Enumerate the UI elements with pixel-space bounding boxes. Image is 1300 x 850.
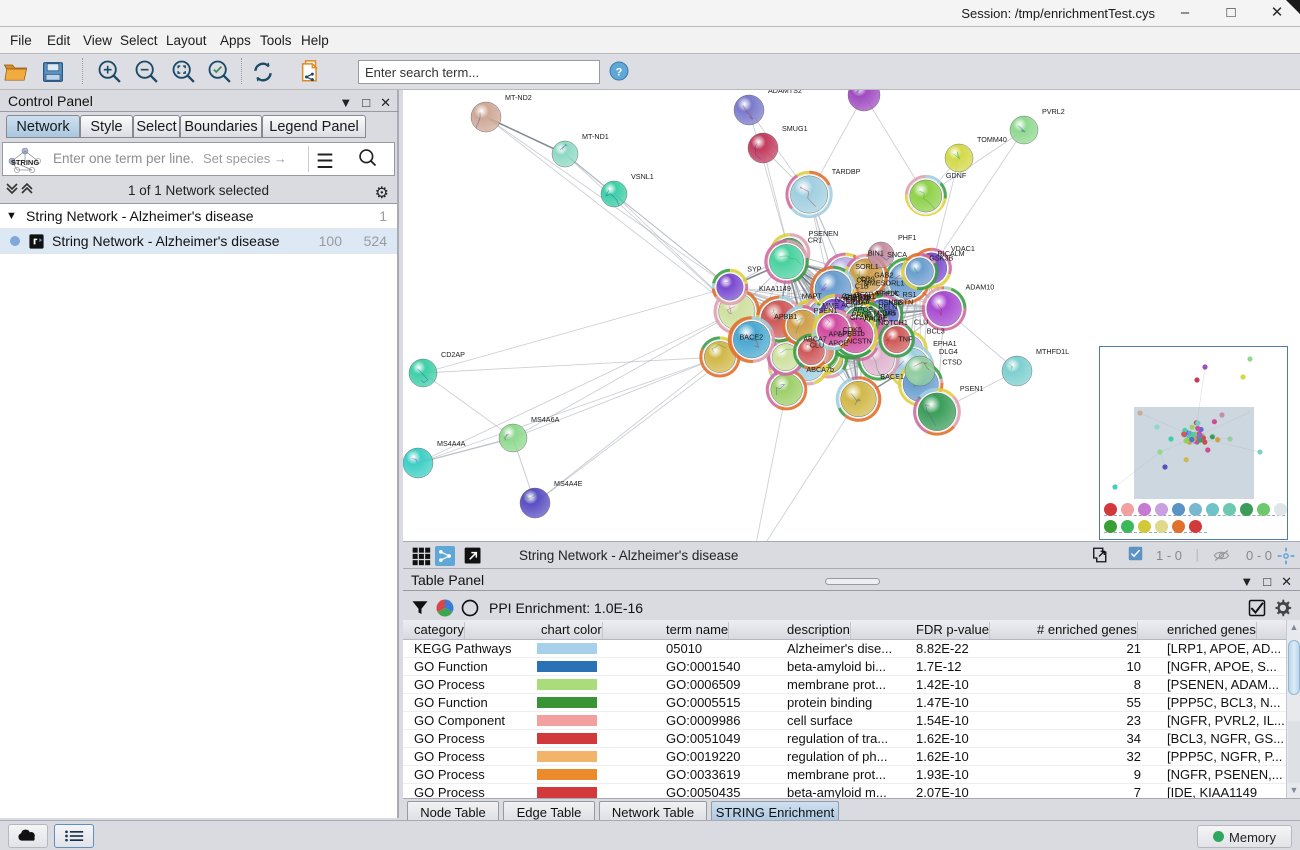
svg-text:PSEN1: PSEN1	[960, 384, 984, 393]
svg-text:?: ?	[616, 67, 623, 79]
svg-text:CD9: CD9	[860, 275, 874, 284]
svg-text:GAB2: GAB2	[874, 271, 893, 280]
svg-text:BACE2: BACE2	[740, 332, 764, 341]
svg-text:ADAM10: ADAM10	[966, 282, 995, 291]
svg-text:NOTCH1: NOTCH1	[878, 318, 908, 327]
svg-text:ABCA7: ABCA7	[803, 335, 827, 344]
svg-text:GDNF: GDNF	[946, 171, 967, 180]
svg-text:GFAP: GFAP	[854, 290, 873, 299]
svg-text:CLU: CLU	[914, 317, 928, 326]
svg-text:BIN1: BIN1	[868, 249, 884, 258]
svg-text:PVRL2: PVRL2	[1042, 107, 1065, 116]
svg-text:APOE: APOE	[829, 339, 849, 348]
svg-text:ADAMTS2: ADAMTS2	[768, 90, 802, 95]
svg-text:ABCA7b: ABCA7b	[806, 365, 834, 374]
svg-text:APH1A: APH1A	[874, 289, 898, 298]
svg-text:PHF1: PHF1	[898, 233, 916, 242]
svg-text:SORL1: SORL1	[881, 278, 905, 287]
svg-text:RICALM: RICALM	[938, 249, 965, 258]
svg-text:TNF: TNF	[898, 334, 913, 343]
svg-text:VSNL1: VSNL1	[631, 172, 654, 181]
svg-text:MAPT: MAPT	[802, 292, 823, 301]
svg-text:MME: MME	[822, 301, 839, 310]
svg-text:SYP: SYP	[747, 265, 762, 274]
svg-text:GSK3B: GSK3B	[878, 298, 902, 307]
svg-text:SNCA: SNCA	[887, 250, 907, 259]
svg-text:MS4A4A: MS4A4A	[437, 439, 466, 448]
svg-text:DLG4: DLG4	[939, 347, 958, 356]
svg-text:MS4A6A: MS4A6A	[531, 415, 560, 424]
svg-text:CR1: CR1	[808, 235, 822, 244]
svg-text:MT-ND1: MT-ND1	[582, 132, 609, 141]
svg-text:MS4A4E: MS4A4E	[554, 479, 583, 488]
svg-text:BCL3: BCL3	[927, 327, 945, 336]
svg-text:TARDBP: TARDBP	[832, 167, 861, 176]
svg-text:TOMM40: TOMM40	[977, 135, 1007, 144]
svg-text:SMUG1: SMUG1	[782, 124, 808, 133]
svg-text:KIAA1149: KIAA1149	[759, 284, 791, 293]
svg-text:SORL1: SORL1	[855, 262, 879, 271]
svg-text:MT-ND2: MT-ND2	[505, 93, 532, 102]
svg-text:CDK5: CDK5	[877, 309, 896, 318]
svg-text:BACE1: BACE1	[880, 372, 904, 381]
svg-text:CD2AP: CD2AP	[441, 350, 465, 359]
svg-text:CTSD: CTSD	[942, 357, 962, 366]
svg-text:APOE: APOE	[853, 305, 873, 314]
svg-text:MTHFD1L: MTHFD1L	[1036, 347, 1069, 356]
svg-text:APLP1: APLP1	[829, 330, 851, 339]
svg-text:APBB1: APBB1	[774, 312, 797, 321]
